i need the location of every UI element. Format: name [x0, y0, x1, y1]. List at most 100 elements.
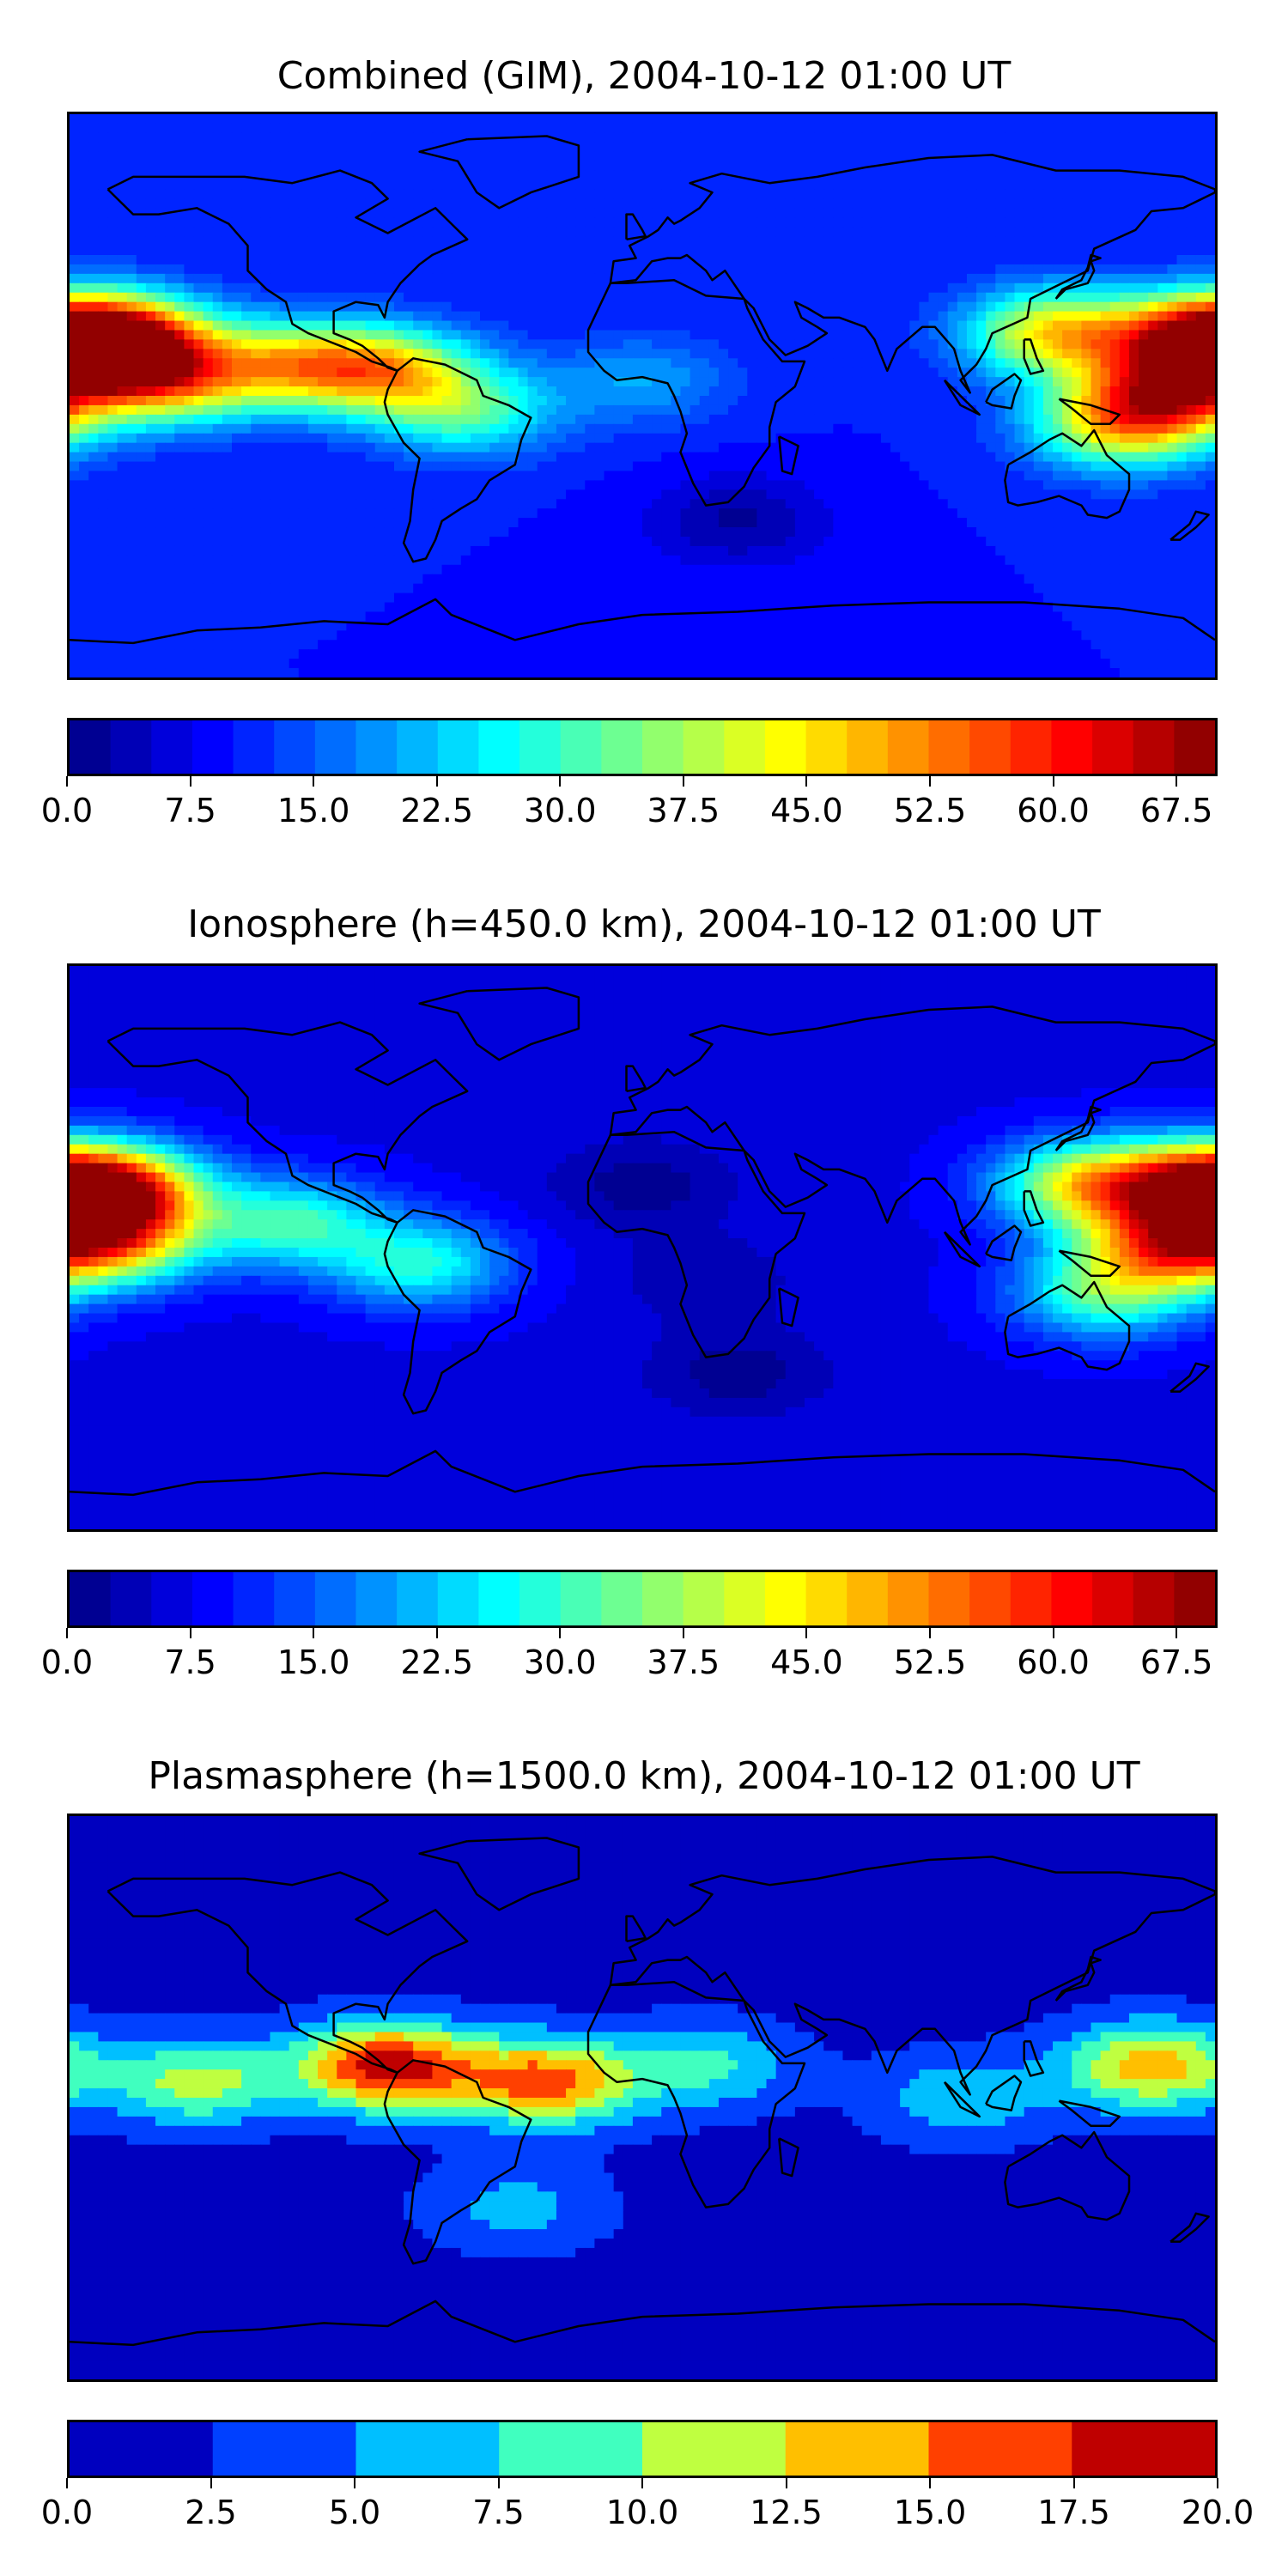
- tec-cell: [155, 349, 166, 359]
- tec-cell: [155, 236, 166, 246]
- tec-cell: [98, 151, 109, 162]
- tec-cell: [98, 189, 109, 199]
- tec-cell: [1139, 142, 1149, 153]
- tec-cell: [126, 368, 137, 378]
- tec-cell: [155, 301, 166, 313]
- tec-cell: [1167, 423, 1178, 434]
- tec-cell: [632, 499, 643, 509]
- tec-cell: [1109, 330, 1121, 340]
- tec-cell: [594, 471, 605, 481]
- tec-cell: [823, 311, 834, 322]
- tec-cell: [938, 292, 949, 303]
- tec-cell: [432, 246, 443, 256]
- tec-cell: [1072, 368, 1082, 378]
- tec-cell: [374, 227, 386, 237]
- tec-cell: [652, 480, 662, 490]
- tec-cell: [995, 377, 1006, 387]
- tec-cell: [1157, 452, 1169, 463]
- tec-cell: [365, 161, 376, 172]
- tec-cell: [1081, 198, 1092, 209]
- tec-cell: [823, 161, 834, 172]
- tec-cell: [1176, 480, 1188, 490]
- tec-cell: [966, 442, 977, 453]
- tec-cell: [986, 292, 996, 303]
- tec-cell: [585, 255, 596, 265]
- tec-cell: [1091, 433, 1102, 444]
- tec-cell: [136, 236, 147, 246]
- tec-cell: [279, 499, 290, 509]
- tec-cell: [518, 396, 529, 406]
- tec-cell: [231, 217, 242, 228]
- tec-cell: [107, 264, 118, 275]
- tec-cell: [623, 264, 634, 275]
- tec-cell: [184, 246, 195, 256]
- tec-cell: [460, 255, 471, 265]
- tec-cell: [413, 142, 423, 153]
- tec-cell: [145, 423, 156, 434]
- tec-cell: [986, 142, 996, 153]
- tec-cell: [995, 442, 1006, 453]
- tec-cell: [279, 301, 290, 313]
- tec-cell: [766, 386, 777, 397]
- tec-cell: [566, 236, 576, 246]
- tec-cell: [508, 246, 519, 256]
- tec-cell: [1205, 358, 1215, 368]
- tec-cell: [1081, 377, 1092, 387]
- tec-cell: [604, 423, 615, 434]
- tec-cell: [184, 423, 195, 434]
- tec-cell: [814, 433, 824, 444]
- tec-cell: [212, 283, 223, 294]
- tec-cell: [337, 339, 347, 349]
- tec-cell: [241, 189, 252, 199]
- tec-cell: [337, 161, 347, 172]
- tec-cell: [1042, 273, 1054, 284]
- tec-cell: [365, 283, 376, 294]
- tec-cell: [184, 273, 195, 284]
- tec-cell: [145, 349, 156, 359]
- tec-cell: [136, 404, 147, 416]
- tec-cell: [957, 170, 968, 181]
- tec-cell: [489, 499, 500, 509]
- tec-cell: [1005, 414, 1016, 425]
- tec-cell: [1167, 198, 1178, 209]
- tec-cell: [460, 461, 471, 472]
- tec-cell: [594, 151, 605, 162]
- tec-cell: [1091, 198, 1102, 209]
- tec-cell: [384, 132, 395, 143]
- tec-cell: [88, 368, 99, 378]
- tec-cell: [794, 132, 805, 143]
- tec-cell: [909, 311, 920, 322]
- tec-cell: [203, 386, 214, 397]
- tec-cell: [642, 208, 653, 218]
- tec-cell: [365, 246, 376, 256]
- tec-cell: [623, 246, 634, 256]
- tec-cell: [307, 461, 319, 472]
- tec-cell: [546, 227, 557, 237]
- tec-cell: [203, 170, 214, 181]
- tec-cell: [652, 414, 662, 425]
- tec-cell: [680, 132, 691, 143]
- tec-cell: [355, 377, 367, 387]
- tec-cell: [1109, 208, 1121, 218]
- tec-cell: [337, 151, 347, 162]
- tec-cell: [823, 386, 834, 397]
- tec-cell: [193, 480, 204, 490]
- tec-cell: [155, 189, 166, 199]
- tec-cell: [126, 311, 137, 322]
- tec-cell: [566, 208, 576, 218]
- tec-cell: [422, 368, 434, 378]
- tec-cell: [136, 151, 147, 162]
- tec-cell: [518, 433, 529, 444]
- tec-cell: [432, 227, 443, 237]
- tec-cell: [642, 349, 653, 359]
- tec-cell: [1053, 320, 1063, 331]
- tec-cell: [747, 339, 757, 349]
- tec-cell: [203, 132, 214, 143]
- tec-cell: [623, 442, 634, 453]
- tec-cell: [680, 499, 691, 509]
- tec-cell: [298, 349, 309, 359]
- tec-cell: [231, 423, 242, 434]
- tec-cell: [1148, 404, 1158, 416]
- tec-cell: [1167, 255, 1178, 265]
- tec-cell: [537, 461, 548, 472]
